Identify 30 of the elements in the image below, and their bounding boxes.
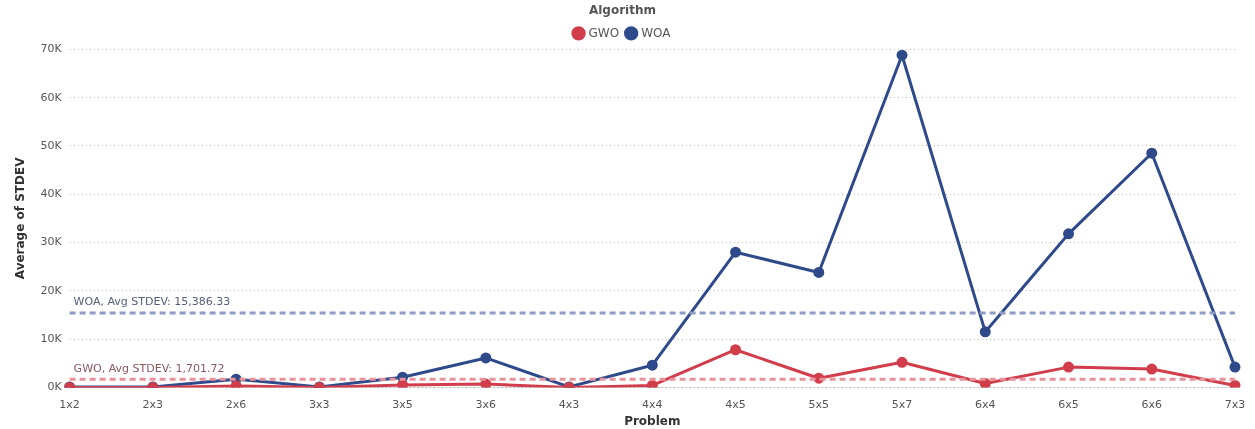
x-tick-label: 4x5 — [725, 397, 746, 411]
x-tick-label: 5x5 — [808, 397, 830, 411]
ref-line-label: WOA, Avg STDEV: 15,386.33 — [73, 295, 231, 309]
x-axis-title: Problem — [624, 413, 681, 428]
y-tick-label: 50K — [40, 138, 63, 152]
y-axis-title: Average of STDEV — [13, 156, 28, 280]
x-tick-label: 3x5 — [392, 397, 413, 411]
x-tick-label: 4x4 — [642, 397, 663, 411]
x-tick-label: 6x6 — [1141, 397, 1163, 411]
x-tick-label: 4x3 — [558, 397, 580, 411]
y-tick-label: 20K — [40, 283, 63, 297]
ref-line-label: GWO, Avg STDEV: 1,701.72 — [73, 361, 225, 375]
legend-label: GWO — [588, 25, 620, 40]
y-tick-label: 60K — [40, 90, 63, 104]
x-tick-label: 7x3 — [1224, 397, 1246, 411]
y-tick-label: 10K — [40, 331, 63, 345]
y-tick-label: 40K — [40, 187, 63, 201]
y-tick-label: 30K — [40, 235, 63, 249]
x-tick-label: 5x7 — [891, 397, 913, 411]
legend-title: Algorithm — [588, 3, 657, 18]
x-tick-label: 3x6 — [475, 397, 497, 411]
x-tick-label: 3x3 — [309, 397, 330, 411]
x-tick-label: 2x3 — [142, 397, 164, 411]
y-tick-label: 70K — [40, 42, 63, 56]
x-tick-label: 6x4 — [975, 397, 996, 411]
x-tick-label: 1x2 — [59, 397, 80, 411]
legend-label: WOA — [641, 25, 672, 40]
x-tick-label: 2x6 — [225, 397, 247, 411]
x-tick-label: 6x5 — [1058, 397, 1079, 411]
y-tick-label: 0K — [47, 380, 63, 394]
